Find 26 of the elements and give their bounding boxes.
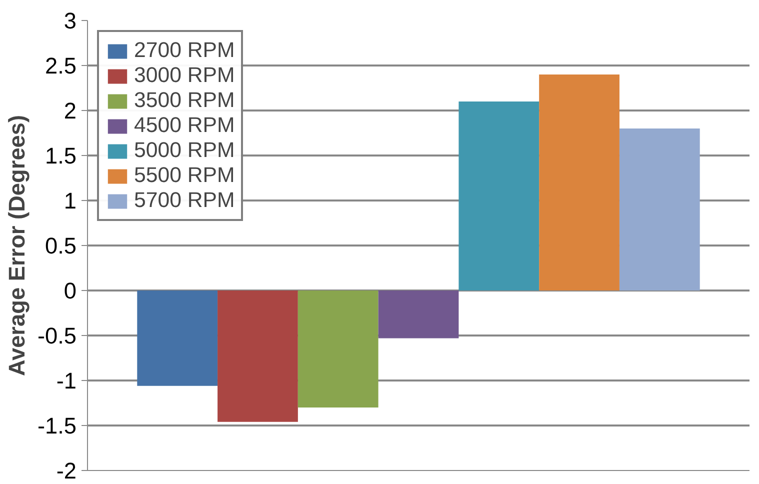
y-tick-label: 2 <box>64 98 77 124</box>
y-tick-label: 0 <box>64 278 77 304</box>
legend-label: 3000 RPM <box>134 63 235 88</box>
bar <box>619 128 700 290</box>
legend-label: 5500 RPM <box>134 163 235 188</box>
legend-label: 3500 RPM <box>134 88 235 113</box>
bar <box>218 290 298 422</box>
y-tick-label: -1 <box>56 368 77 394</box>
y-tick-label: 0.5 <box>45 232 77 258</box>
y-tick-label: 1.5 <box>45 142 77 168</box>
y-tick-label: 3 <box>64 8 77 34</box>
legend-label: 5000 RPM <box>134 138 235 163</box>
y-tick-label: 1 <box>64 188 77 214</box>
legend-label: 4500 RPM <box>134 113 235 138</box>
legend-label: 2700 RPM <box>134 38 235 63</box>
bar <box>458 102 540 290</box>
bar <box>137 290 218 386</box>
y-tick-label: 2.5 <box>45 52 77 78</box>
y-tick-label: -0.5 <box>37 322 77 348</box>
bar <box>539 74 620 290</box>
bar <box>298 290 378 408</box>
bar <box>378 290 459 338</box>
legend-label: 5700 RPM <box>134 188 235 213</box>
y-tick-label: -2 <box>56 458 77 484</box>
y-axis-title: Average Error (Degrees) <box>3 114 30 376</box>
y-tick-label: -1.5 <box>37 412 77 438</box>
